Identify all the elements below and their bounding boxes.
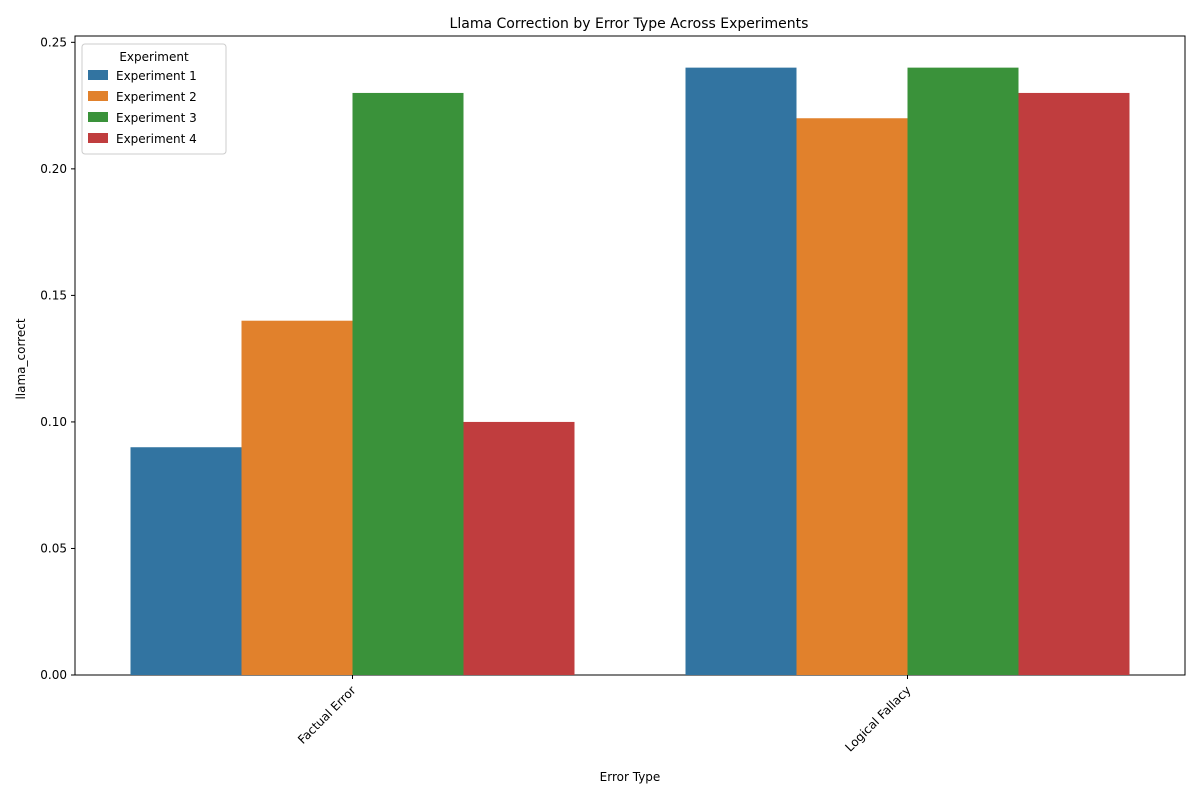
bar-experiment-2-factual-error [241,320,353,675]
plot-area [74,35,1186,676]
legend-title: Experiment [119,50,189,64]
y-tick-label: 0.10 [40,415,67,429]
legend-swatch [88,91,108,101]
legend-swatch [88,112,108,122]
y-tick-label: 0.05 [40,541,67,555]
chart-title: Llama Correction by Error Type Across Ex… [450,16,809,32]
bar-experiment-2-logical-fallacy [796,118,908,675]
bar-experiment-3-logical-fallacy [907,67,1019,675]
legend-label: Experiment 1 [116,69,197,83]
y-tick-label: 0.20 [40,162,67,176]
y-tick-label: 0.00 [40,668,67,682]
legend-swatch [88,133,108,143]
plot-frame [74,35,1186,676]
legend-box [81,43,227,155]
y-tick-label: 0.15 [40,288,67,302]
y-axis-label: llama_correct [14,318,28,399]
legend-items: Experiment 1 Experiment 2 Experiment 3 Expe… [88,69,197,146]
x-tick-label: Logical Fallacy [842,683,913,754]
legend-label: Experiment 2 [116,90,197,104]
bar-experiment-4-factual-error [463,421,575,675]
x-tick-label: Factual Error [295,683,359,747]
legend-label: Experiment 3 [116,111,197,125]
bar-experiment-3-factual-error [352,92,464,675]
bars-group [130,67,1130,675]
y-tick-label: 0.25 [40,35,67,49]
x-axis: Factual Error Logical Fallacy [295,675,914,754]
legend-swatch [88,70,108,80]
bar-experiment-4-logical-fallacy [1018,92,1130,675]
y-axis: 0.00 0.05 0.10 0.15 0.20 0.25 [40,35,75,682]
legend-label: Experiment 4 [116,132,197,146]
x-axis-label: Error Type [600,770,661,784]
bar-experiment-1-logical-fallacy [685,67,797,675]
bar-experiment-1-factual-error [130,447,242,675]
